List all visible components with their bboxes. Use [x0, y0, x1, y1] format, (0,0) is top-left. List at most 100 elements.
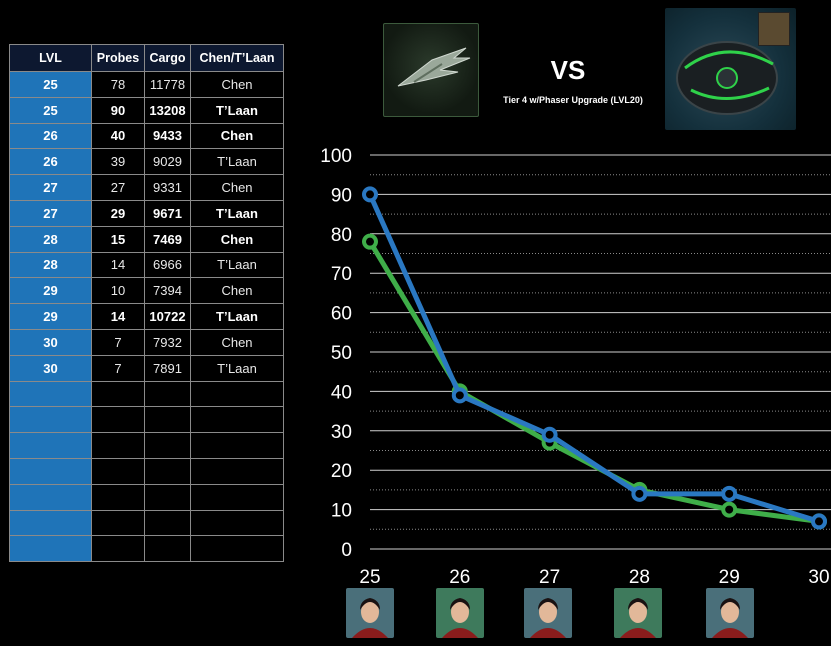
- crew-cell: T’Laan: [190, 96, 284, 124]
- officer-portrait-icon: [346, 588, 394, 638]
- empty-cell: [9, 432, 92, 459]
- series-2-point: [451, 387, 468, 404]
- empty-table-row: [9, 509, 284, 537]
- empty-cell: [91, 406, 145, 434]
- lvl-cell: 28: [9, 251, 92, 279]
- crew-cell: T’Laan: [190, 251, 284, 279]
- officer-portrait-icon: [614, 588, 662, 638]
- series-2-point: [362, 186, 378, 203]
- table-row: 25 90 13208 T’Laan: [9, 96, 284, 124]
- lvl-cell: 30: [9, 328, 92, 356]
- probes-cell: 78: [91, 71, 145, 98]
- lvl-cell: 30: [9, 354, 92, 382]
- probes-cell: 90: [91, 96, 145, 124]
- crew-cell: T’Laan: [190, 354, 284, 382]
- series-2-point: [541, 426, 558, 443]
- empty-table-row: [9, 432, 284, 459]
- lvl-cell: 26: [9, 122, 92, 150]
- table-header-row: LVL Probes Cargo Chen/T’Laan: [9, 44, 284, 72]
- y-tick-label: 50: [331, 343, 352, 364]
- probes-cell: 29: [91, 199, 145, 227]
- table-row: 28 15 7469 Chen: [9, 225, 284, 253]
- series-2-point: [721, 485, 738, 502]
- crew-cell: T’Laan: [190, 303, 284, 330]
- crew-cell: Chen: [190, 174, 284, 201]
- probes-cell: 10: [91, 277, 145, 305]
- x-tick-label: 26: [449, 567, 470, 588]
- table-row: 26 39 9029 T’Laan: [9, 148, 284, 176]
- empty-cell: [144, 380, 191, 408]
- empty-cell: [190, 457, 284, 485]
- header-lvl: LVL: [9, 44, 92, 72]
- probes-cell: 39: [91, 148, 145, 176]
- probes-cell: 40: [91, 122, 145, 150]
- table-row: 26 40 9433 Chen: [9, 122, 284, 150]
- table-row: 30 7 7891 T’Laan: [9, 354, 284, 382]
- ship-icon-left: [397, 47, 471, 87]
- empty-cell: [9, 457, 92, 485]
- officer-portrait-icon: [436, 588, 484, 638]
- lvl-cell: 29: [9, 303, 92, 330]
- lvl-cell: 27: [9, 199, 92, 227]
- y-tick-label: 0: [341, 540, 352, 561]
- x-tick-label: 27: [539, 567, 560, 588]
- lvl-cell: 29: [9, 277, 92, 305]
- table-row: 27 27 9331 Chen: [9, 174, 284, 201]
- empty-cell: [9, 483, 92, 511]
- probes-cell: 7: [91, 328, 145, 356]
- cargo-cell: 7891: [144, 354, 191, 382]
- y-tick-label: 40: [331, 382, 352, 403]
- tier-subtitle: Tier 4 w/Phaser Upgrade (LVL20): [503, 95, 643, 105]
- empty-cell: [9, 535, 92, 563]
- empty-table-row: [9, 457, 284, 485]
- officer-portrait-icon: [706, 588, 754, 638]
- empty-cell: [91, 432, 145, 459]
- cargo-cell: 9029: [144, 148, 191, 176]
- crew-cell: T’Laan: [190, 148, 284, 176]
- series-2-point: [811, 513, 827, 530]
- empty-cell: [144, 406, 191, 434]
- x-axis-ticks: 25 26 27 28 29 30: [359, 567, 829, 588]
- cargo-cell: 9433: [144, 122, 191, 150]
- officer-portrait-icon: [524, 588, 572, 638]
- probes-cell: 27: [91, 174, 145, 201]
- crew-cell: Chen: [190, 328, 284, 356]
- crew-cell: Chen: [190, 122, 284, 150]
- series-line-1: [367, 240, 820, 524]
- ship-thumbnail-left: [383, 23, 479, 117]
- y-axis-ticks: 0 10 20 30 40 50 60 70 80 90 100: [320, 146, 352, 561]
- series-line-2: [367, 193, 820, 524]
- empty-cell: [9, 509, 92, 537]
- probes-line-chart: 0 10 20 30 40 50 60 70 80 90 100 25 26 27 28 29 30: [320, 146, 831, 588]
- cargo-cell: 7394: [144, 277, 191, 305]
- empty-table-row: [9, 535, 284, 563]
- y-tick-label: 100: [320, 146, 352, 167]
- y-tick-label: 60: [331, 304, 352, 325]
- cargo-cell: 9671: [144, 199, 191, 227]
- header-crew: Chen/T’Laan: [190, 44, 284, 72]
- vs-label: VS: [550, 55, 586, 85]
- crew-cell: Chen: [190, 225, 284, 253]
- series-2-point: [631, 485, 648, 502]
- empty-cell: [144, 457, 191, 485]
- table-row: 28 14 6966 T’Laan: [9, 251, 284, 279]
- crew-cell: Chen: [190, 71, 284, 98]
- table-row: 29 10 7394 Chen: [9, 277, 284, 305]
- x-tick-label: 25: [359, 567, 380, 588]
- header-probes: Probes: [91, 44, 145, 72]
- y-tick-label: 90: [331, 185, 352, 206]
- cargo-cell: 11778: [144, 71, 191, 98]
- empty-cell: [144, 483, 191, 511]
- empty-table-row: [9, 380, 284, 408]
- crew-cell: T’Laan: [190, 199, 284, 227]
- probes-cell: 14: [91, 303, 145, 330]
- y-tick-label: 70: [331, 264, 352, 285]
- empty-cell: [190, 483, 284, 511]
- empty-cell: [91, 483, 145, 511]
- probes-cell: 15: [91, 225, 145, 253]
- y-tick-label: 10: [331, 501, 352, 522]
- header-cargo: Cargo: [144, 44, 191, 72]
- empty-cell: [190, 380, 284, 408]
- cargo-cell: 6966: [144, 251, 191, 279]
- captain-portrait-icon: [758, 12, 790, 46]
